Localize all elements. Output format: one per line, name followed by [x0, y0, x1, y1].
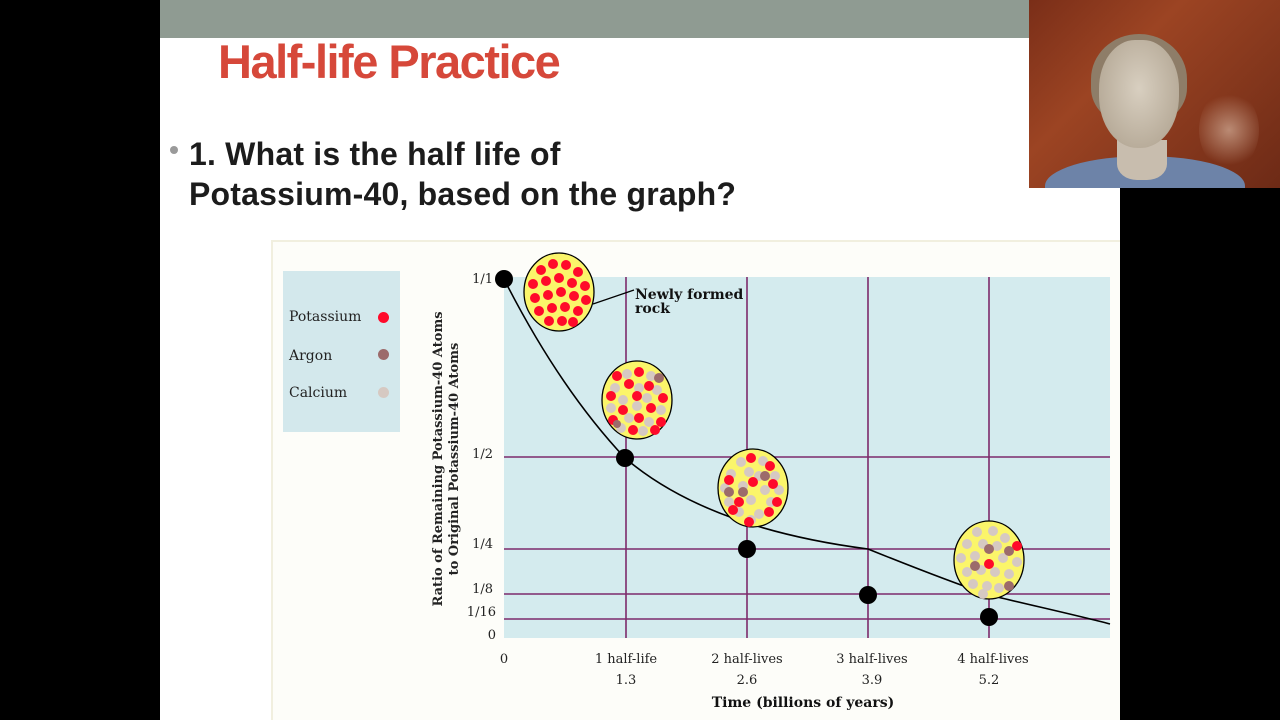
svg-text:2.6: 2.6 — [737, 673, 758, 688]
question-text: 1. What is the half life of Potassium-40… — [189, 136, 737, 212]
potassium-swatch-icon — [378, 312, 389, 323]
y-axis-label: Ratio of Remaining Potassium-40 Atoms to… — [431, 311, 462, 606]
svg-text:1/1: 1/1 — [472, 272, 493, 287]
argon-swatch-icon — [378, 349, 389, 360]
legend-label-calcium: Calcium — [289, 385, 348, 401]
svg-text:1/4: 1/4 — [472, 537, 493, 552]
webcam-light-reflection — [1199, 90, 1259, 170]
svg-text:Ratio of Remaining Potassium-4: Ratio of Remaining Potassium-40 Atoms — [431, 311, 446, 606]
legend-label-potassium: Potassium — [289, 309, 362, 325]
svg-text:0: 0 — [488, 628, 496, 643]
presenter-webcam — [1029, 0, 1280, 188]
atom-sample-0 — [523, 252, 595, 332]
atom-sample-1 — [601, 360, 673, 440]
svg-text:4 half-lives: 4 half-lives — [957, 652, 1028, 667]
slide-title: Half-life Practice — [218, 35, 561, 88]
svg-text:1/16: 1/16 — [467, 605, 496, 620]
atom-sample-3 — [953, 520, 1025, 600]
annotation-line-1: Newly formed — [635, 287, 744, 303]
decay-chart: Newly formed rock — [431, 252, 1111, 711]
annotation-leader-line — [592, 289, 635, 305]
slide-header-band — [160, 0, 1029, 38]
y-tick-labels: 1/1 1/2 1/4 1/8 1/16 0 — [467, 272, 496, 643]
svg-text:5.2: 5.2 — [979, 673, 1000, 688]
annotation-line-2: rock — [635, 301, 670, 317]
svg-text:3.9: 3.9 — [862, 673, 883, 688]
calcium-swatch-icon — [378, 387, 389, 398]
svg-text:to Original Potassium-40 Atoms: to Original Potassium-40 Atoms — [447, 343, 462, 576]
svg-text:1 half-life: 1 half-life — [595, 652, 658, 667]
legend-label-argon: Argon — [289, 348, 333, 364]
decay-curve — [503, 278, 1111, 625]
webcam-presenter-face — [1099, 40, 1179, 148]
svg-text:1/8: 1/8 — [472, 582, 493, 597]
svg-text:1.3: 1.3 — [616, 673, 637, 688]
chart-legend: Potassium Argon Calcium — [283, 271, 400, 432]
data-points — [495, 270, 998, 626]
atom-sample-2 — [717, 448, 789, 528]
svg-text:1/2: 1/2 — [472, 447, 493, 462]
svg-text:3 half-lives: 3 half-lives — [836, 652, 907, 667]
slide: Half-life Practice 1. What is the half l… — [160, 0, 1120, 720]
svg-text:2 half-lives: 2 half-lives — [711, 652, 782, 667]
bullet-dot-icon — [170, 146, 178, 154]
x-axis-label: Time (billions of years) — [712, 695, 895, 711]
svg-text:0: 0 — [500, 652, 508, 667]
x-tick-labels: 0 1 half-life 1.3 2 half-lives 2.6 3 hal… — [500, 652, 1029, 688]
